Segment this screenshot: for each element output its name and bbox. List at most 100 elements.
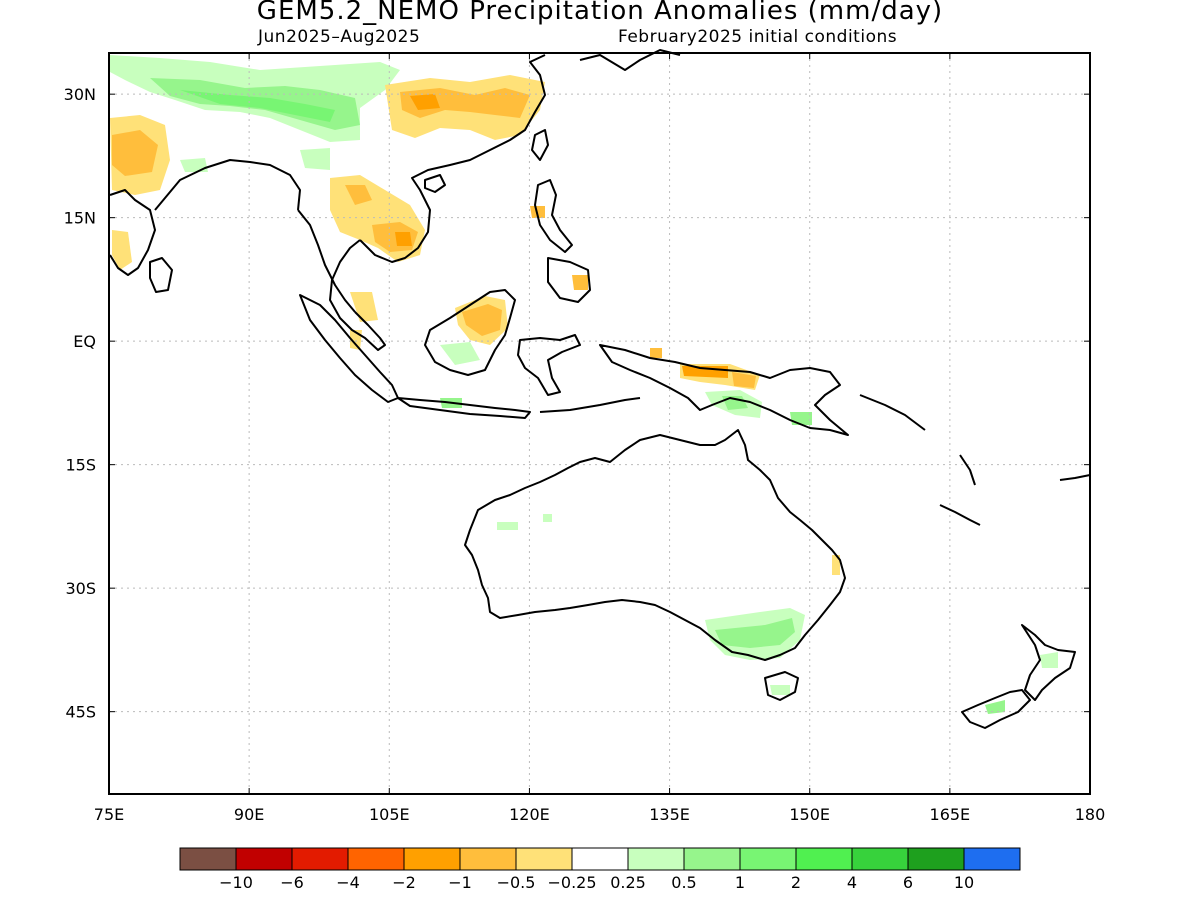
lon-tick-label: 75E (94, 805, 124, 824)
anomaly-region (543, 514, 552, 522)
anomaly-region (112, 130, 158, 176)
map-frame (108, 52, 1091, 795)
lat-tick-label: 15N (64, 209, 96, 228)
lon-tick-label: 150E (789, 805, 830, 824)
coastline-java (397, 397, 531, 419)
lat-tick-label: 30N (64, 85, 96, 104)
anomaly-region (650, 348, 662, 358)
legend-label: 4 (847, 873, 857, 892)
legend-label: −0.5 (497, 873, 536, 892)
anomaly-region (1040, 652, 1058, 668)
coastline-solomons (859, 394, 926, 431)
anomaly-region (790, 412, 812, 425)
coastline-hainan (424, 174, 446, 193)
map-title: GEM5.2_NEMO Precipitation Anomalies (mm/… (256, 0, 944, 26)
coastline-lesser-sunda (539, 397, 641, 413)
anomaly-region (112, 230, 132, 270)
forecast-period: Jun2025–Aug2025 (258, 27, 421, 47)
color-legend: −10 −6 −4 −2 −1 −0.5 −0.25 0.25 0.5 1 2 4 6 10 (179, 847, 1021, 892)
lat-tick-label: 30S (65, 579, 96, 598)
anomaly-region (462, 304, 502, 336)
legend-swatch (907, 847, 965, 871)
lon-tick-label: 105E (369, 805, 410, 824)
legend-swatch (235, 847, 293, 871)
legend-label: −4 (336, 873, 360, 892)
coastline-sumatra (299, 294, 399, 403)
anomaly-region (715, 618, 795, 648)
coastline-tasmania (764, 671, 799, 701)
coastline-nz-north (1021, 624, 1076, 701)
anomaly-region (732, 372, 756, 388)
legend-label: 1 (735, 873, 745, 892)
anomaly-region (985, 700, 1005, 714)
coastline-bengal (154, 159, 301, 211)
initial-conditions: February2025 initial conditions (618, 27, 898, 47)
legend-label: −0.25 (547, 873, 596, 892)
lat-tick-label: 45S (65, 703, 96, 722)
legend-label: 0.5 (671, 873, 696, 892)
coastline-fiji (1059, 474, 1091, 481)
legend-swatch (627, 847, 685, 871)
legend-swatch (963, 847, 1021, 871)
coastline-borneo (424, 289, 516, 376)
anomaly-region (350, 292, 378, 322)
map-gridlines (109, 53, 1090, 794)
coastline-taiwan (531, 129, 549, 161)
legend-swatch (291, 847, 349, 871)
coastline-sulawesi (517, 334, 581, 396)
coastline-luzon (534, 179, 573, 253)
anomaly-region (180, 158, 208, 172)
coastline-malay (329, 239, 386, 351)
coastlines (109, 49, 1091, 729)
legend-label: −2 (392, 873, 416, 892)
lon-tick-label: 165E (930, 805, 971, 824)
legend-swatch (515, 847, 573, 871)
coastline-new-guinea (599, 344, 849, 436)
coastline-korea-japan (579, 49, 681, 71)
lon-tick-label: 180 (1075, 805, 1106, 824)
legend-swatch (459, 847, 517, 871)
legend-label: −1 (448, 873, 472, 892)
legend-label: 6 (903, 873, 913, 892)
lon-tick-label: 120E (509, 805, 550, 824)
coastline-australia (464, 429, 846, 661)
anomaly-region (497, 522, 518, 530)
legend-swatch (795, 847, 853, 871)
coastline-mindanao (547, 257, 591, 303)
anomaly-region (300, 148, 330, 170)
lat-tick-label: EQ (73, 332, 96, 351)
anomaly-region (770, 685, 790, 695)
legend-label: 2 (791, 873, 801, 892)
anomaly-region (440, 342, 480, 365)
map-axes: 75E 90E 105E 120E 135E 150E 165E 180 30N 15N EQ 15S… (64, 53, 1106, 824)
coastline-indochina (359, 54, 546, 263)
anomaly-region (345, 185, 372, 205)
legend-swatch (571, 847, 629, 871)
anomaly-region (180, 90, 335, 122)
anomaly-region (410, 94, 440, 110)
legend-swatch (851, 847, 909, 871)
coastline-india (109, 189, 156, 276)
legend-swatch (683, 847, 741, 871)
coastline-nz-south (961, 689, 1031, 729)
legend-label: −10 (219, 873, 253, 892)
anomaly-region (832, 555, 840, 575)
lon-tick-label: 90E (234, 805, 264, 824)
coastline-new-caledonia (939, 504, 981, 526)
coastline-vanuatu (959, 454, 976, 486)
legend-swatch (179, 847, 237, 871)
lat-tick-label: 15S (65, 456, 96, 475)
legend-label: 0.25 (610, 873, 646, 892)
lon-tick-label: 135E (649, 805, 690, 824)
legend-label: 10 (954, 873, 974, 892)
anomaly-region (572, 275, 588, 290)
anomaly-shading (110, 55, 1058, 714)
coastline-sri-lanka (149, 257, 173, 293)
anomaly-region (395, 232, 412, 246)
coastline-myanmar (297, 209, 356, 313)
legend-swatch (739, 847, 797, 871)
legend-swatch (403, 847, 461, 871)
legend-label: −6 (280, 873, 304, 892)
legend-swatch (347, 847, 405, 871)
